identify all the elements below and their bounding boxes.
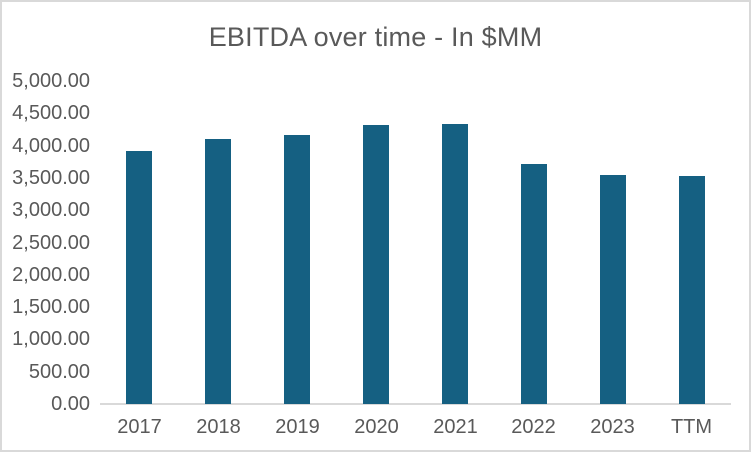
x-tick-label-2017: 2017 [117, 416, 162, 438]
bar-2019 [284, 135, 310, 404]
y-tick-label: 0.00 [51, 393, 90, 415]
y-tick-label: 5,000.00 [12, 70, 90, 92]
x-tick-label-2019: 2019 [275, 416, 320, 438]
x-tick-label-TTM: TTM [670, 416, 713, 438]
x-tick-label-2021: 2021 [433, 416, 478, 438]
y-tick-label: 4,000.00 [12, 134, 90, 157]
y-tick-label: 3,000.00 [12, 199, 90, 222]
bar-2022 [521, 164, 547, 404]
y-tick-label: 3,500.00 [12, 166, 90, 189]
chart-title: EBITDA over time - In $MM [208, 22, 543, 52]
x-tick-label-2018: 2018 [196, 416, 241, 438]
y-tick-label: 2,500.00 [12, 231, 90, 254]
bar-2021 [442, 124, 468, 404]
y-tick-label: 1,000.00 [12, 328, 90, 351]
bar-TTM [679, 176, 705, 404]
bar-2018 [205, 139, 231, 404]
x-axis-line [100, 403, 731, 405]
y-tick-label: 4,500.00 [12, 102, 90, 125]
plot-area [100, 81, 731, 404]
y-tick-label: 2,000.00 [12, 263, 90, 286]
bar-2020 [363, 125, 389, 404]
bar-2017 [126, 151, 152, 404]
x-tick-label-2020: 2020 [354, 416, 399, 438]
y-tick-label: 500.00 [28, 360, 90, 383]
y-tick-label: 1,500.00 [12, 296, 90, 319]
x-tick-label-2023: 2023 [590, 416, 635, 438]
bar-2023 [600, 175, 626, 404]
x-tick-label-2022: 2022 [511, 416, 556, 438]
